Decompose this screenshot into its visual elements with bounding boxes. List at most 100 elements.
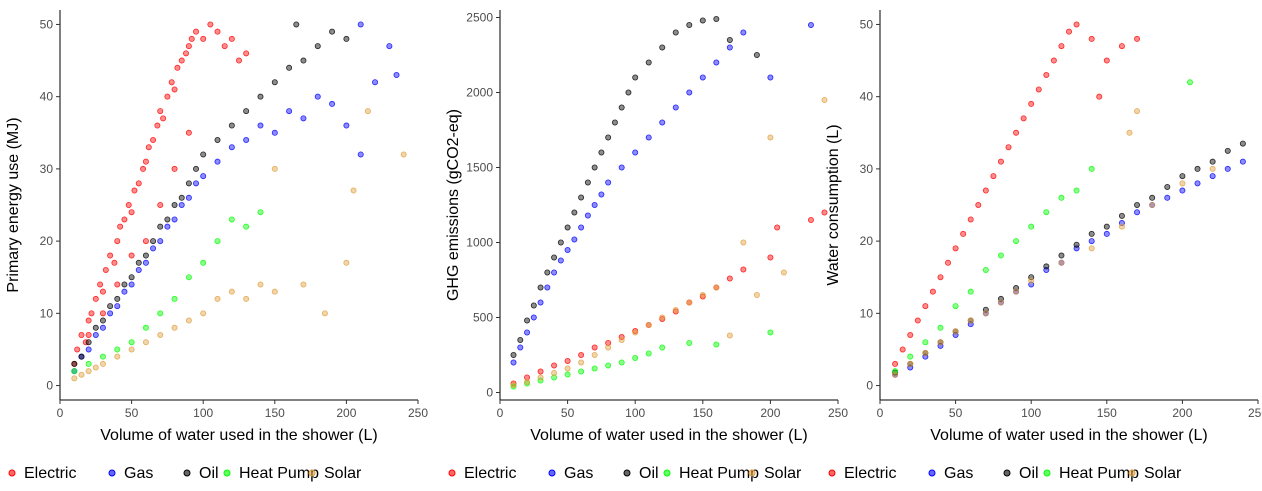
data-point	[1096, 93, 1103, 100]
data-point	[1043, 209, 1050, 216]
data-point	[584, 179, 591, 186]
data-point	[564, 357, 571, 364]
data-point	[1088, 238, 1095, 245]
series-electric	[510, 209, 828, 387]
x-tick-label: 50	[125, 406, 139, 420]
y-tick-label: 10	[860, 306, 874, 320]
data-point	[605, 134, 612, 141]
data-point	[97, 281, 104, 288]
y-tick-label: 10	[40, 306, 54, 320]
data-point	[578, 368, 585, 375]
series-oil	[892, 140, 1246, 376]
data-point	[1209, 158, 1216, 165]
scatter-points	[71, 21, 407, 382]
data-point	[605, 344, 612, 351]
data-point	[1194, 180, 1201, 187]
data-point	[107, 310, 114, 317]
data-point	[114, 238, 121, 245]
x-tick-label: 0	[497, 406, 504, 420]
data-point	[1224, 165, 1231, 172]
data-point	[753, 291, 760, 298]
data-point	[713, 59, 720, 66]
data-point	[1209, 165, 1216, 172]
data-point	[114, 346, 121, 353]
data-point	[726, 37, 733, 44]
series-heat-pump	[510, 329, 774, 390]
legend-key-heat-pump	[663, 469, 671, 477]
data-point	[922, 350, 929, 357]
data-point	[293, 21, 300, 28]
data-point	[967, 317, 974, 324]
x-tick-label: 50	[561, 406, 575, 420]
data-point	[357, 21, 364, 28]
legend-label: Oil	[199, 465, 219, 482]
data-point	[578, 224, 585, 231]
data-point	[807, 216, 814, 223]
data-point	[168, 79, 175, 86]
data-point	[142, 324, 149, 331]
data-point	[1066, 28, 1073, 35]
legend-label: Gas	[944, 465, 973, 482]
data-point	[200, 310, 207, 317]
x-axis-title: Volume of water used in the shower (L)	[530, 427, 807, 444]
data-point	[121, 216, 128, 223]
data-point	[907, 331, 914, 338]
x-tick-label: 250	[1248, 406, 1262, 420]
data-point	[157, 223, 164, 230]
data-point	[150, 245, 157, 252]
data-point	[997, 299, 1004, 306]
data-point	[1239, 158, 1246, 165]
series-heat-pump	[71, 209, 264, 375]
x-tick-label: 200	[336, 406, 356, 420]
data-point	[257, 122, 264, 129]
data-point	[578, 351, 585, 358]
data-point	[128, 252, 135, 259]
data-point	[578, 194, 585, 201]
data-point	[997, 158, 1004, 165]
data-point	[1118, 223, 1125, 230]
data-point	[228, 288, 235, 295]
data-point	[530, 314, 537, 321]
data-point	[1035, 86, 1042, 93]
data-point	[1058, 252, 1065, 259]
legend-key-gas	[108, 469, 116, 477]
x-axis-title: Volume of water used in the shower (L)	[930, 427, 1207, 444]
data-point	[1134, 35, 1141, 42]
data-point	[945, 259, 952, 266]
data-point	[343, 35, 350, 42]
data-point	[300, 281, 307, 288]
data-point	[672, 104, 679, 111]
legend-label: Gas	[564, 465, 593, 482]
data-point	[1134, 209, 1141, 216]
data-point	[659, 315, 666, 322]
data-point	[1149, 201, 1156, 208]
data-point	[128, 281, 135, 288]
data-point	[243, 136, 250, 143]
x-tick-label: 150	[1097, 406, 1117, 420]
data-point	[605, 339, 612, 346]
data-point	[200, 173, 207, 180]
data-point	[329, 100, 336, 107]
data-point	[185, 274, 192, 281]
data-point	[85, 317, 92, 324]
y-tick-label: 20	[860, 234, 874, 248]
legend-label: Electric	[844, 465, 896, 482]
y-tick-label: 1500	[466, 161, 493, 175]
legend-key-oil	[623, 469, 631, 477]
x-tick-label: 50	[949, 406, 963, 420]
x-axis-title: Volume of water used in the shower (L)	[100, 427, 377, 444]
data-point	[1058, 259, 1065, 266]
data-point	[975, 201, 982, 208]
data-point	[1179, 173, 1186, 180]
data-point	[171, 216, 178, 223]
y-tick-label: 20	[40, 234, 54, 248]
data-point	[537, 377, 544, 384]
legend: Electric Gas Oil Heat Pump Solar	[448, 465, 802, 482]
data-point	[645, 321, 652, 328]
data-point	[659, 119, 666, 126]
data-point	[524, 378, 531, 385]
data-point	[551, 369, 558, 376]
data-point	[271, 288, 278, 295]
data-point	[524, 380, 531, 387]
data-point	[510, 351, 517, 358]
